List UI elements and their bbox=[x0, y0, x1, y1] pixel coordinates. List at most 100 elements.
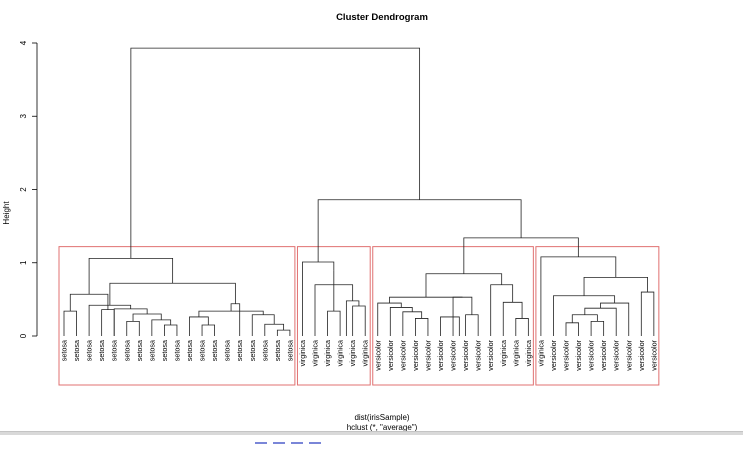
dendrogram-link bbox=[502, 301, 523, 336]
leaf-label: setosa bbox=[210, 340, 219, 361]
leaf-label: versicolor bbox=[373, 339, 382, 370]
cluster-box bbox=[372, 246, 534, 386]
leaf-label: setosa bbox=[223, 340, 232, 361]
y-tick-label: 4 bbox=[19, 40, 28, 45]
bottom-scroll-strip bbox=[0, 431, 743, 435]
fragment-mark bbox=[255, 442, 267, 444]
leaf-label: versicolor bbox=[486, 339, 495, 370]
leaf-label: virginica bbox=[524, 340, 533, 366]
leaf-label: virginica bbox=[311, 340, 320, 366]
leaf-label: virginica bbox=[499, 340, 508, 366]
y-tick-label: 2 bbox=[19, 187, 28, 192]
dendrogram-link bbox=[130, 47, 421, 259]
leaf-label: virginica bbox=[323, 340, 332, 366]
leaf-label: versicolor bbox=[587, 339, 596, 370]
leaf-label: virginica bbox=[511, 340, 520, 366]
leaf-label: setosa bbox=[273, 340, 282, 361]
dendrogram-link bbox=[101, 309, 115, 336]
fragment-mark bbox=[291, 442, 303, 444]
y-axis-label: Height bbox=[2, 201, 11, 225]
leaf-label: versicolor bbox=[562, 339, 571, 370]
leaf-label: setosa bbox=[198, 340, 207, 361]
leaf-label: versicolor bbox=[411, 339, 420, 370]
dendrogram-link bbox=[463, 237, 579, 274]
dendrogram-link bbox=[515, 318, 529, 336]
leaf-labels: setosa setosa setosa setosa setosa setosa seto… bbox=[60, 339, 659, 370]
leaf-label: versicolor bbox=[624, 339, 633, 370]
leaf-label: setosa bbox=[235, 340, 244, 361]
leaf-label: setosa bbox=[160, 340, 169, 361]
dendrogram-link bbox=[230, 303, 241, 336]
dendrogram-link bbox=[490, 284, 514, 336]
dendrogram-link bbox=[590, 320, 605, 336]
leaf-label: setosa bbox=[135, 340, 144, 361]
dendrogram-link bbox=[201, 324, 216, 336]
cluster-box bbox=[535, 246, 660, 386]
dendrogram-link bbox=[163, 324, 178, 336]
leaf-label: versicolor bbox=[649, 339, 658, 370]
x-axis-label-line2: hclust (*, "average") bbox=[347, 423, 418, 432]
leaf-label: setosa bbox=[260, 340, 269, 361]
leaf-label: versicolor bbox=[436, 339, 445, 370]
dendrogram-link bbox=[402, 311, 423, 336]
leaf-label: setosa bbox=[248, 340, 257, 361]
cluster-box bbox=[58, 246, 296, 386]
leaf-label: virginica bbox=[336, 340, 345, 366]
leaf-label: versicolor bbox=[449, 339, 458, 370]
dendrogram-link bbox=[327, 310, 341, 336]
dendrogram-link bbox=[317, 199, 522, 263]
leaf-label: versicolor bbox=[612, 339, 621, 370]
fragment-mark bbox=[273, 442, 285, 444]
leaf-label: versicolor bbox=[599, 339, 608, 370]
leaf-label: versicolor bbox=[398, 339, 407, 370]
leaf-label: versicolor bbox=[549, 339, 558, 370]
cluster-boxes bbox=[58, 246, 660, 386]
dendrogram-link bbox=[440, 316, 460, 336]
cluster-box bbox=[296, 246, 371, 386]
leaf-label: versicolor bbox=[637, 339, 646, 370]
leaf-label: setosa bbox=[172, 340, 181, 361]
leaf-label: versicolor bbox=[461, 339, 470, 370]
leaf-label: virginica bbox=[536, 340, 545, 366]
dendrogram-links bbox=[63, 47, 655, 336]
leaf-label: setosa bbox=[285, 340, 294, 361]
leaf-label: setosa bbox=[85, 340, 94, 361]
dendrogram-link bbox=[584, 307, 617, 336]
dendrogram-link bbox=[583, 276, 648, 296]
leaf-label: setosa bbox=[147, 340, 156, 361]
dendrogram-link bbox=[109, 282, 236, 306]
partial-link-fragment bbox=[255, 431, 345, 444]
dendrogram-link bbox=[113, 308, 148, 336]
fragment-mark bbox=[309, 442, 321, 444]
dendrogram-link bbox=[565, 322, 579, 336]
dendrogram-link bbox=[377, 302, 402, 336]
dendrogram-link bbox=[302, 261, 335, 336]
dendrogram-link bbox=[465, 314, 479, 336]
leaf-label: versicolor bbox=[474, 339, 483, 370]
dendrogram-link bbox=[352, 305, 366, 336]
dendrogram-link bbox=[640, 291, 655, 336]
leaf-label: setosa bbox=[185, 340, 194, 361]
y-tick-label: 0 bbox=[19, 333, 28, 338]
leaf-label: versicolor bbox=[386, 339, 395, 370]
dendrogram-link bbox=[389, 296, 463, 304]
leaf-label: versicolor bbox=[423, 339, 432, 370]
dendrogram-link bbox=[189, 316, 209, 336]
y-axis: 0 1 2 3 4 bbox=[19, 40, 38, 338]
y-tick-label: 3 bbox=[19, 113, 28, 118]
leaf-label: setosa bbox=[97, 340, 106, 361]
leaf-label: setosa bbox=[110, 340, 119, 361]
dendrogram-link bbox=[553, 295, 616, 336]
dendrogram-link bbox=[276, 329, 291, 336]
x-axis-label-line1: dist(irisSample) bbox=[354, 413, 409, 422]
dendrogram-link bbox=[414, 318, 429, 336]
dendrogram-link bbox=[63, 310, 77, 336]
dendrogram-link bbox=[151, 319, 172, 336]
leaf-label: setosa bbox=[122, 340, 131, 361]
leaf-label: setosa bbox=[72, 340, 81, 361]
dendrogram-link bbox=[126, 320, 140, 336]
dendrogram-link bbox=[88, 257, 174, 295]
leaf-label: virginica bbox=[361, 340, 370, 366]
leaf-label: virginica bbox=[298, 340, 307, 366]
